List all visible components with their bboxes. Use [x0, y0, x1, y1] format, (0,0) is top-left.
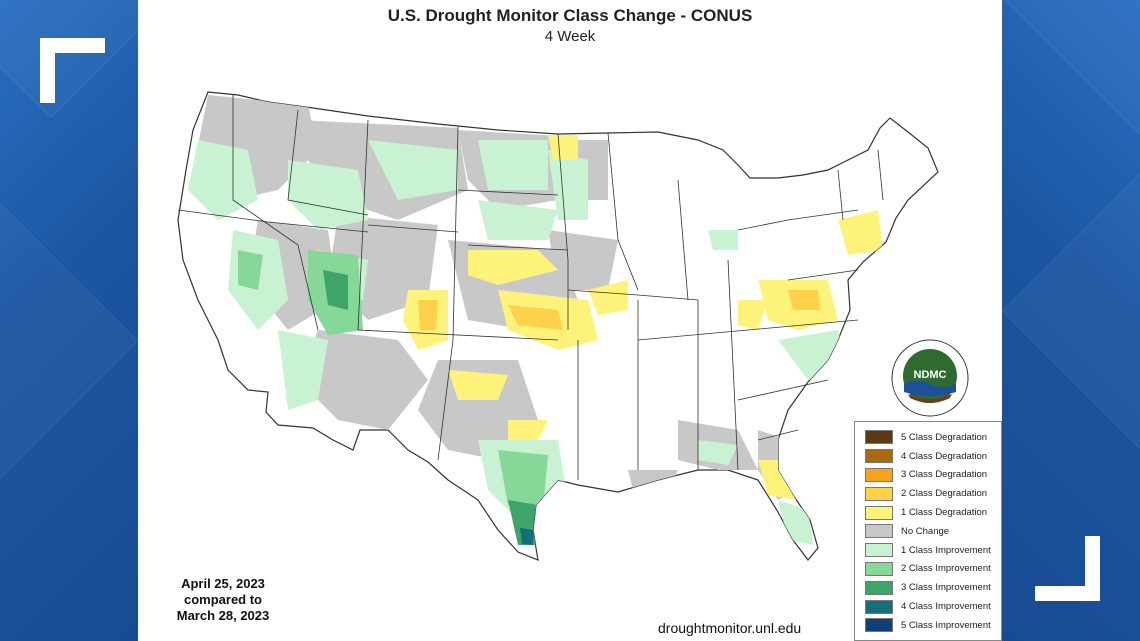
- legend-swatch: [865, 599, 893, 614]
- legend-swatch: [865, 486, 893, 501]
- us-map: [177, 91, 939, 561]
- legend-swatch: [865, 561, 893, 576]
- legend-label: 4 Class Improvement: [901, 601, 991, 613]
- legend-swatch: [865, 618, 893, 633]
- legend-item: 3 Class Improvement: [865, 578, 1001, 597]
- legend-swatch: [865, 505, 893, 520]
- map-title: U.S. Drought Monitor Class Change - CONU…: [387, 6, 753, 25]
- legend-label: 5 Class Improvement: [901, 619, 991, 631]
- legend-swatch: [865, 449, 893, 464]
- corner-bracket-icon: [1035, 536, 1100, 601]
- legend-item: 1 Class Improvement: [865, 541, 1001, 560]
- legend-label: 2 Class Improvement: [901, 563, 991, 575]
- date-previous: March 28, 2023: [176, 608, 270, 623]
- legend-label: 2 Class Degradation: [901, 488, 988, 500]
- legend-swatch: [865, 467, 893, 482]
- corner-bracket-icon: [40, 38, 105, 103]
- four-class-improvement-regions: [520, 528, 534, 545]
- legend-label: 1 Class Improvement: [901, 544, 991, 556]
- legend-item: 2 Class Degradation: [865, 484, 1001, 503]
- legend-item: 5 Class Improvement: [865, 616, 1001, 635]
- legend-item: No Change: [865, 522, 1001, 541]
- left-frame-panel: [0, 0, 138, 641]
- legend-swatch: [865, 430, 893, 445]
- frame-diamond-shape: [0, 184, 138, 498]
- frame-diamond-shape: [1002, 154, 1140, 468]
- drought-map-figure: U.S. Drought Monitor Class Change - CONU…: [138, 0, 1002, 641]
- right-frame-panel: [1002, 0, 1140, 641]
- legend-swatch: [865, 543, 893, 558]
- state-boundaries: [177, 95, 884, 480]
- map-subtitle: 4 Week: [544, 28, 596, 45]
- date-current: April 25, 2023: [181, 576, 265, 591]
- legend-item: 3 Class Degradation: [865, 466, 1001, 485]
- legend-label: 1 Class Degradation: [901, 507, 988, 519]
- legend-item: 4 Class Degradation: [865, 447, 1001, 466]
- date-compared-to: compared to: [183, 592, 262, 607]
- legend-label: 5 Class Degradation: [901, 431, 988, 443]
- logo-text: NDMC: [914, 369, 947, 381]
- legend-swatch: [865, 524, 893, 539]
- legend-label: 4 Class Degradation: [901, 450, 988, 462]
- date-comparison: April 25, 2023 compared to March 28, 202…: [138, 576, 308, 624]
- legend-label: No Change: [901, 525, 950, 537]
- ndmc-logo: NDMC: [890, 338, 970, 423]
- ndmc-logo-icon: NDMC: [891, 339, 969, 417]
- legend-item: 2 Class Improvement: [865, 560, 1001, 579]
- legend: 5 Class Degradation 4 Class Degradation …: [854, 421, 1002, 641]
- two-class-degradation-regions: [418, 290, 820, 330]
- legend-item: 5 Class Degradation: [865, 428, 1001, 447]
- legend-label: 3 Class Improvement: [901, 582, 991, 594]
- source-url: droughtmonitor.unl.edu: [658, 620, 802, 636]
- legend-item: 4 Class Improvement: [865, 597, 1001, 616]
- legend-label: 3 Class Degradation: [901, 469, 988, 481]
- legend-item: 1 Class Degradation: [865, 503, 1001, 522]
- legend-swatch: [865, 580, 893, 595]
- frame-diamond-shape: [1002, 0, 1140, 148]
